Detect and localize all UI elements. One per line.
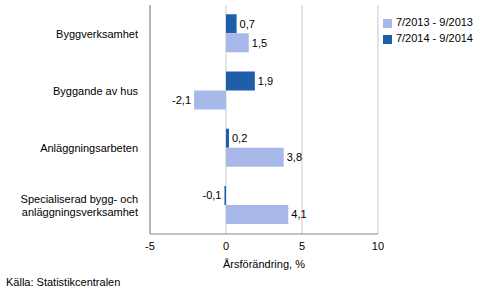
svg-text:-0,1: -0,1: [202, 189, 221, 201]
html-text:Källa: Statistikcentralen: Källa: Statistikcentralen: [6, 276, 121, 288]
svg-text:3,8: 3,8: [287, 151, 302, 163]
svg-text:10: 10: [372, 240, 384, 252]
svg-text:5: 5: [299, 240, 305, 252]
svg-text:-2,1: -2,1: [172, 94, 191, 106]
svg-text:Byggande av hus: Byggande av hus: [53, 85, 139, 97]
html-text:7/2014 - 9/2014: 7/2014 - 9/2014: [395, 32, 473, 44]
svg-text:4,1: 4,1: [291, 208, 306, 220]
svg-text:Byggverksamhet: Byggverksamhet: [56, 28, 138, 40]
svg-text:0: 0: [223, 240, 229, 252]
html-text:7/2013 - 9/2013: 7/2013 - 9/2013: [395, 16, 473, 28]
svg-text:Anläggningsarbeten: Anläggningsarbeten: [40, 142, 138, 154]
svg-text:Årsförändring, %: Årsförändring, %: [223, 258, 305, 270]
svg-text:Specialiserad bygg- ochanläggn: Specialiserad bygg- ochanläggningsverksa…: [21, 193, 138, 218]
svg-text:-5: -5: [145, 240, 155, 252]
svg-text:0,2: 0,2: [232, 132, 247, 144]
svg-text:1,5: 1,5: [252, 37, 267, 49]
svg-text:1,9: 1,9: [258, 75, 273, 87]
svg-text:0,7: 0,7: [240, 18, 255, 30]
